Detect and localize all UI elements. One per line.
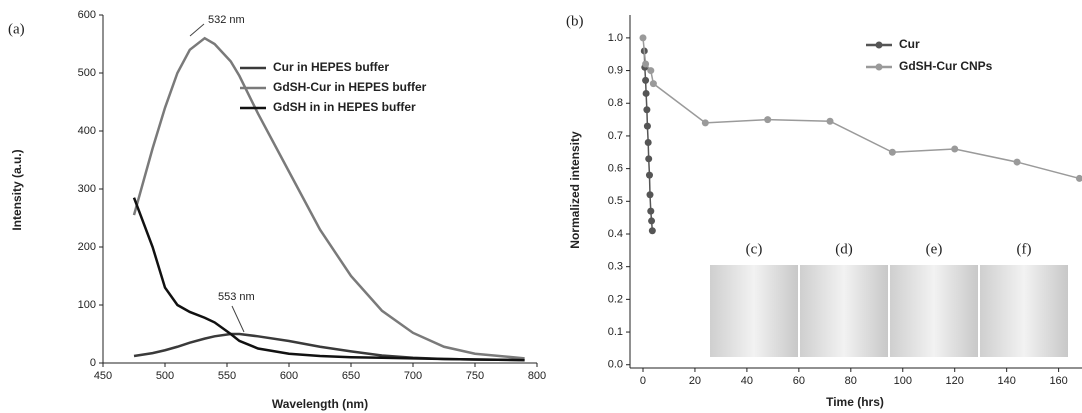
legend-label: GdSH-Cur in HEPES buffer (273, 80, 427, 94)
y-tick-label: 0.4 (608, 228, 623, 240)
marker (645, 171, 653, 179)
photo (710, 265, 798, 357)
marker (826, 117, 834, 125)
y-tick-label: 500 (78, 67, 96, 79)
marker (1075, 174, 1082, 182)
x-tick-label: 750 (466, 370, 484, 382)
marker (648, 217, 656, 225)
y-tick-label: 0.5 (608, 195, 623, 207)
marker (647, 207, 655, 215)
photos: (c) (d) (e) (f) (710, 241, 1068, 357)
y-tick-label: 0.7 (608, 130, 623, 142)
x-tick-label: 120 (946, 375, 964, 387)
marker (646, 191, 654, 199)
photo-label: (e) (926, 241, 943, 257)
y-tick-label: 0 (90, 357, 96, 369)
legend-label: GdSH in in HEPES buffer (273, 100, 416, 114)
y-axis-label: Intensity (a.u.) (10, 149, 24, 230)
y-axis-label: Normalized intensity (568, 131, 582, 249)
x-tick-label: 700 (404, 370, 422, 382)
series-line (132, 36, 525, 360)
panel-label: (b) (566, 13, 584, 29)
annotation: 553 nm (218, 291, 255, 303)
x-tick-label: 140 (997, 375, 1015, 387)
panel-label: (a) (8, 21, 25, 37)
marker (951, 145, 959, 153)
x-tick-label: 800 (528, 370, 546, 382)
legend-marker (875, 41, 883, 49)
x-tick-label: 600 (280, 370, 298, 382)
legend-label: GdSH-Cur CNPs (899, 59, 993, 73)
x-tick-label: 60 (793, 375, 805, 387)
marker (647, 67, 655, 75)
photo-label: (f) (1017, 241, 1032, 257)
x-tick-label: 650 (342, 370, 360, 382)
y-tick-label: 0.6 (608, 163, 623, 175)
y-tick-label: 0.3 (608, 261, 623, 273)
x-tick-label: 500 (156, 370, 174, 382)
y-tick-label: 300 (78, 183, 96, 195)
series-line (132, 197, 525, 362)
marker (648, 227, 656, 235)
x-tick-label: 160 (1049, 375, 1067, 387)
y-tick-label: 600 (78, 9, 96, 21)
y-tick-label: 0.2 (608, 293, 623, 305)
x-tick-label: 80 (845, 375, 857, 387)
y-tick-label: 0.8 (608, 97, 623, 109)
marker (649, 80, 657, 88)
y-tick-label: 0.9 (608, 64, 623, 76)
y-tick-label: 0.1 (608, 326, 623, 338)
x-tick-label: 450 (94, 370, 112, 382)
photo (890, 265, 978, 357)
x-tick-label: 20 (689, 375, 701, 387)
x-axis-label: Wavelength (nm) (272, 397, 368, 411)
marker (764, 116, 772, 124)
x-tick-label: 0 (640, 375, 646, 387)
legend-marker (875, 63, 883, 71)
marker (1013, 158, 1021, 166)
marker (643, 106, 651, 114)
photo-label: (c) (746, 241, 763, 257)
annotation-arrow (231, 305, 245, 333)
photo-label: (d) (835, 241, 853, 257)
marker (644, 138, 652, 146)
marker (701, 119, 709, 127)
marker (645, 155, 653, 163)
marker (642, 89, 650, 97)
y-tick-label: 400 (78, 125, 96, 137)
marker (643, 122, 651, 130)
y-tick-label: 200 (78, 241, 96, 253)
y-tick-label: 0.0 (608, 359, 623, 371)
annotation-arrow (189, 23, 205, 37)
y-tick-label: 100 (78, 299, 96, 311)
legend-label: Cur (899, 37, 920, 51)
x-tick-label: 40 (741, 375, 753, 387)
photo (800, 265, 888, 357)
annotation: 532 nm (208, 14, 245, 26)
x-tick-label: 550 (218, 370, 236, 382)
marker (642, 76, 650, 84)
y-tick-label: 1.0 (608, 32, 623, 44)
marker (642, 60, 650, 68)
x-tick-label: 100 (894, 375, 912, 387)
marker (639, 34, 647, 42)
x-axis-label: Time (hrs) (826, 395, 884, 409)
legend-label: Cur in HEPES buffer (273, 60, 389, 74)
series-line (642, 37, 1080, 180)
marker (888, 148, 896, 156)
photo (980, 265, 1068, 357)
